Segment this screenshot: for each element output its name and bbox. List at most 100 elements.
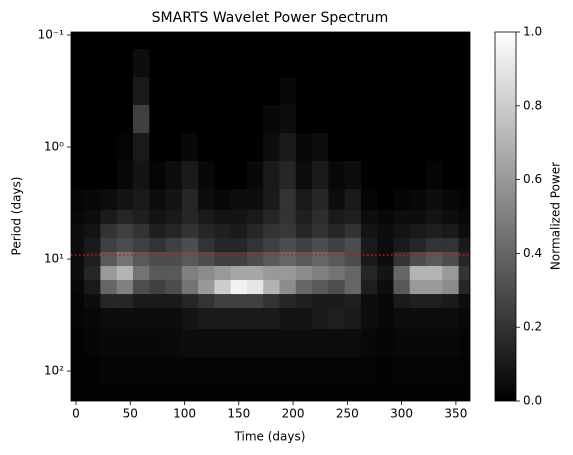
heatmap-cell bbox=[84, 104, 101, 134]
heatmap-cell bbox=[442, 104, 460, 134]
heatmap-cell bbox=[328, 357, 346, 386]
heatmap-cell bbox=[442, 265, 460, 281]
x-tick-label: 300 bbox=[390, 407, 413, 421]
heatmap-cell bbox=[71, 189, 85, 211]
x-tick-label: 200 bbox=[282, 407, 305, 421]
heatmap-cell bbox=[149, 224, 167, 239]
heatmap-cell bbox=[181, 357, 199, 386]
colorbar-label: Normalized Power bbox=[549, 162, 563, 270]
heatmap-cell bbox=[263, 224, 281, 239]
heatmap-cell bbox=[409, 329, 427, 358]
heatmap-cell bbox=[312, 357, 329, 386]
heatmap-cell bbox=[181, 238, 199, 253]
heatmap-cell bbox=[263, 133, 281, 162]
heatmap-cell bbox=[149, 252, 167, 267]
heatmap-cell bbox=[360, 252, 378, 267]
heatmap-cell bbox=[393, 238, 411, 253]
heatmap-cell bbox=[409, 385, 427, 401]
heatmap-cell bbox=[181, 104, 199, 134]
heatmap-cell bbox=[312, 280, 329, 295]
heatmap-cell bbox=[246, 294, 264, 309]
heatmap-cell bbox=[263, 265, 281, 281]
heatmap-cell bbox=[214, 357, 232, 386]
heatmap-cell bbox=[409, 32, 427, 50]
colorbar-tick-label: 0.4 bbox=[523, 246, 542, 260]
heatmap-cell bbox=[377, 265, 394, 281]
heatmap-cell bbox=[149, 104, 167, 134]
heatmap-cell bbox=[442, 238, 460, 253]
heatmap-cell bbox=[426, 357, 443, 386]
heatmap-cell bbox=[100, 210, 118, 225]
heatmap-cell bbox=[409, 280, 427, 295]
heatmap-cell bbox=[230, 252, 248, 267]
heatmap-cell bbox=[230, 189, 248, 211]
heatmap-cell bbox=[149, 294, 167, 309]
heatmap-cell bbox=[344, 32, 362, 50]
heatmap-cell bbox=[84, 385, 101, 401]
heatmap-cell bbox=[377, 133, 394, 162]
heatmap-cell bbox=[328, 77, 346, 106]
heatmap-cell bbox=[426, 133, 443, 162]
heatmap-cell bbox=[198, 357, 215, 386]
heatmap-cell bbox=[214, 265, 232, 281]
heatmap-cell bbox=[312, 104, 329, 134]
heatmap-cell bbox=[214, 252, 232, 267]
heatmap-cell bbox=[149, 265, 167, 281]
heatmap-cell bbox=[100, 357, 118, 386]
heatmap-cell bbox=[71, 238, 85, 253]
heatmap-cell bbox=[132, 104, 150, 134]
heatmap-cell bbox=[214, 210, 232, 225]
heatmap-cell bbox=[393, 252, 411, 267]
heatmap-cell bbox=[328, 252, 346, 267]
heatmap-cell bbox=[116, 224, 134, 239]
heatmap-cell bbox=[442, 224, 460, 239]
heatmap-cell bbox=[84, 77, 101, 106]
heatmap-cell bbox=[116, 77, 134, 106]
heatmap-cell bbox=[458, 210, 470, 225]
heatmap-cell bbox=[246, 252, 264, 267]
heatmap-cell bbox=[442, 294, 460, 309]
heatmap-cell bbox=[426, 189, 443, 211]
heatmap-cell bbox=[409, 224, 427, 239]
heatmap-cell bbox=[442, 161, 460, 190]
heatmap-cell bbox=[84, 280, 101, 295]
heatmap-cell bbox=[181, 32, 199, 50]
heatmap-cell bbox=[71, 329, 85, 358]
heatmap-cell bbox=[442, 385, 460, 401]
heatmap-cell bbox=[393, 161, 411, 190]
heatmap-cell bbox=[198, 252, 215, 267]
heatmap-cell bbox=[84, 210, 101, 225]
y-tick-label: 10¹ bbox=[44, 252, 64, 266]
heatmap-cell bbox=[100, 32, 118, 50]
heatmap-cell bbox=[198, 49, 215, 78]
heatmap-cell bbox=[344, 329, 362, 358]
heatmap-cell bbox=[409, 357, 427, 386]
heatmap-cell bbox=[458, 308, 470, 330]
heatmap-cell bbox=[246, 161, 264, 190]
heatmap-cell bbox=[198, 210, 215, 225]
heatmap-cell bbox=[279, 32, 297, 50]
heatmap-cell bbox=[328, 189, 346, 211]
heatmap-cell bbox=[116, 32, 134, 50]
heatmap-cell bbox=[344, 224, 362, 239]
heatmap-cell bbox=[100, 308, 118, 330]
heatmap-cell bbox=[198, 104, 215, 134]
heatmap-cell bbox=[295, 161, 313, 190]
heatmap-cell bbox=[377, 210, 394, 225]
heatmap-cell bbox=[198, 385, 215, 401]
heatmap-cell bbox=[360, 189, 378, 211]
heatmap-cell bbox=[409, 161, 427, 190]
heatmap-cell bbox=[279, 210, 297, 225]
heatmap-cell bbox=[100, 294, 118, 309]
heatmap-cell bbox=[149, 308, 167, 330]
heatmap-cell bbox=[458, 104, 470, 134]
heatmap-cell bbox=[230, 308, 248, 330]
heatmap-cell bbox=[426, 210, 443, 225]
heatmap-cell bbox=[442, 357, 460, 386]
heatmap-cell bbox=[377, 224, 394, 239]
heatmap-cell bbox=[312, 77, 329, 106]
heatmap-cell bbox=[198, 32, 215, 50]
heatmap-cell bbox=[230, 104, 248, 134]
heatmap-cell bbox=[246, 385, 264, 401]
